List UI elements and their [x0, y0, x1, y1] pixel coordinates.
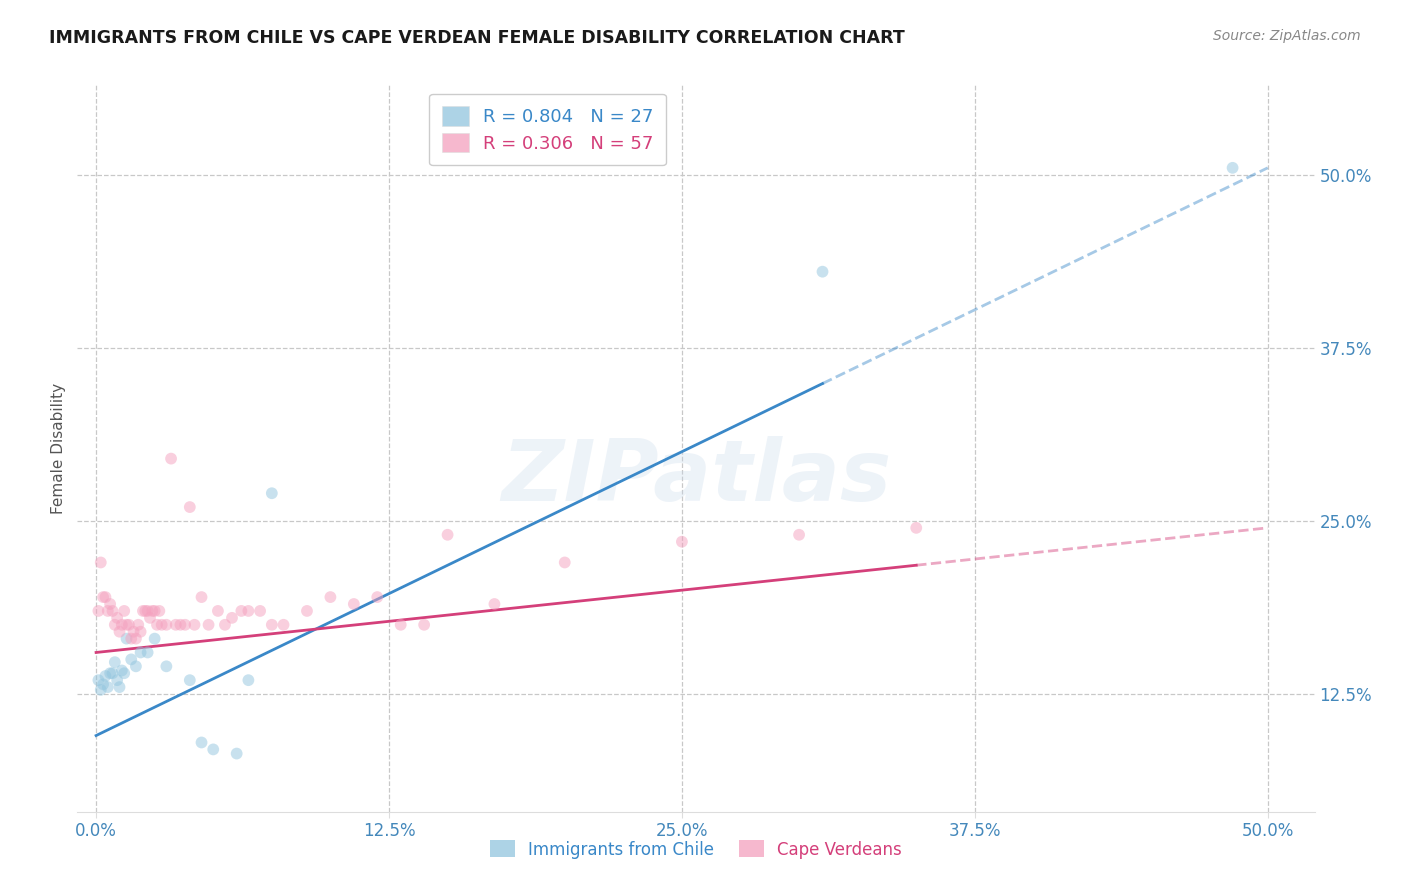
Point — [197, 617, 219, 632]
Point — [787, 528, 810, 542]
Point — [146, 617, 169, 632]
Point — [112, 666, 135, 681]
Legend: Immigrants from Chile, Cape Verdeans: Immigrants from Chile, Cape Verdeans — [484, 834, 908, 865]
Point — [108, 624, 131, 639]
Point — [221, 611, 243, 625]
Point — [260, 617, 283, 632]
Point — [120, 632, 142, 646]
Point — [105, 611, 128, 625]
Point — [104, 655, 127, 669]
Point — [94, 590, 117, 604]
Point — [90, 682, 112, 697]
Point — [436, 528, 458, 542]
Point — [554, 556, 576, 570]
Point — [343, 597, 366, 611]
Point — [129, 624, 152, 639]
Point — [136, 604, 159, 618]
Point — [169, 617, 191, 632]
Point — [273, 617, 295, 632]
Point — [125, 632, 148, 646]
Point — [160, 451, 183, 466]
Point — [139, 611, 162, 625]
Point — [111, 617, 134, 632]
Point — [132, 604, 155, 618]
Point — [90, 556, 112, 570]
Point — [108, 680, 131, 694]
Point — [366, 590, 388, 604]
Point — [112, 604, 135, 618]
Point — [101, 604, 124, 618]
Point — [179, 673, 201, 688]
Point — [190, 590, 212, 604]
Point — [104, 617, 127, 632]
Point — [122, 624, 145, 639]
Point — [118, 617, 141, 632]
Point — [94, 669, 117, 683]
Text: ZIPatlas: ZIPatlas — [501, 436, 891, 519]
Point — [174, 617, 197, 632]
Point — [127, 617, 149, 632]
Point — [671, 534, 693, 549]
Point — [484, 597, 506, 611]
Point — [207, 604, 229, 618]
Text: IMMIGRANTS FROM CHILE VS CAPE VERDEAN FEMALE DISABILITY CORRELATION CHART: IMMIGRANTS FROM CHILE VS CAPE VERDEAN FE… — [49, 29, 905, 46]
Point — [1222, 161, 1244, 175]
Point — [98, 666, 121, 681]
Point — [143, 632, 166, 646]
Point — [120, 652, 142, 666]
Point — [141, 604, 163, 618]
Point — [389, 617, 412, 632]
Point — [143, 604, 166, 618]
Point — [98, 597, 121, 611]
Point — [249, 604, 271, 618]
Point — [202, 742, 225, 756]
Point — [111, 664, 134, 678]
Point — [150, 617, 173, 632]
Point — [260, 486, 283, 500]
Point — [97, 680, 120, 694]
Point — [101, 666, 124, 681]
Y-axis label: Female Disability: Female Disability — [51, 383, 66, 514]
Point — [231, 604, 253, 618]
Point — [91, 677, 114, 691]
Point — [87, 673, 110, 688]
Point — [165, 617, 187, 632]
Point — [91, 590, 114, 604]
Point — [179, 500, 201, 514]
Point — [97, 604, 120, 618]
Point — [190, 735, 212, 749]
Point — [87, 604, 110, 618]
Point — [125, 659, 148, 673]
Point — [225, 747, 247, 761]
Point — [115, 632, 138, 646]
Point — [214, 617, 236, 632]
Point — [115, 617, 138, 632]
Point — [136, 645, 159, 659]
Point — [238, 673, 260, 688]
Point — [413, 617, 436, 632]
Point — [155, 659, 177, 673]
Point — [183, 617, 205, 632]
Text: Source: ZipAtlas.com: Source: ZipAtlas.com — [1213, 29, 1361, 43]
Point — [155, 617, 177, 632]
Point — [238, 604, 260, 618]
Point — [811, 265, 834, 279]
Point — [105, 673, 128, 688]
Point — [129, 645, 152, 659]
Point — [295, 604, 318, 618]
Point — [319, 590, 342, 604]
Point — [134, 604, 156, 618]
Point — [905, 521, 928, 535]
Point — [148, 604, 170, 618]
